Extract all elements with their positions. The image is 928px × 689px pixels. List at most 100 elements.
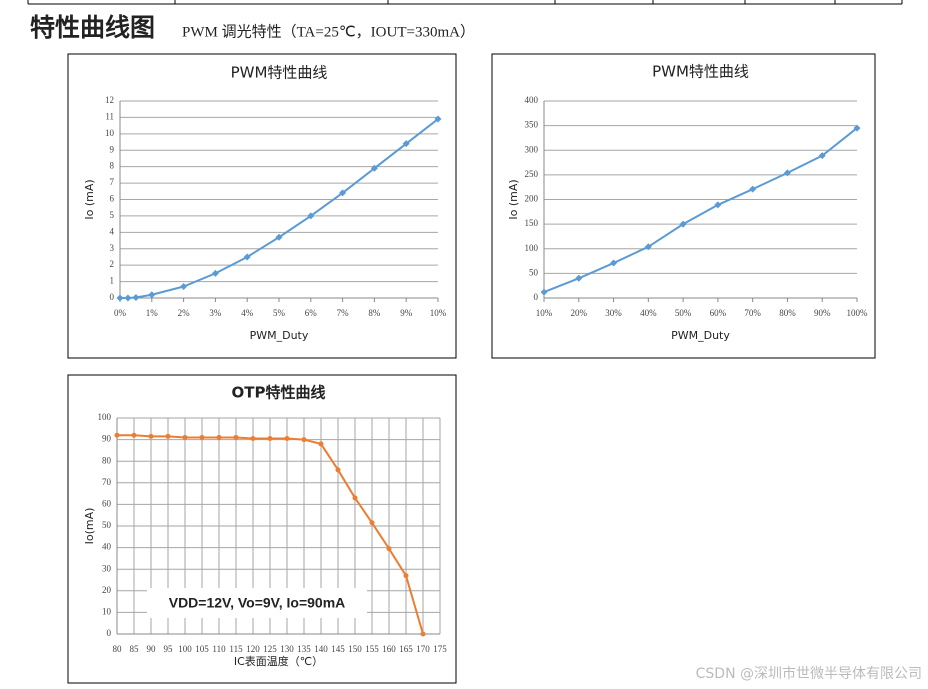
- data-point: [243, 253, 251, 261]
- y-tick-label: 3: [110, 243, 115, 253]
- x-tick-label: 20%: [571, 308, 588, 318]
- annotation-box: [147, 588, 367, 618]
- chart-title: PWM特性曲线: [652, 63, 749, 81]
- x-tick-label: 100: [178, 644, 192, 654]
- x-tick-label: 105: [195, 644, 209, 654]
- x-tick-label: 1%: [146, 308, 159, 318]
- data-point: [420, 631, 426, 637]
- x-tick-label: 85: [130, 644, 140, 654]
- y-tick-label: 100: [98, 412, 112, 422]
- x-tick-label: 90%: [814, 308, 831, 318]
- data-point: [148, 433, 154, 439]
- x-tick-label: 40%: [640, 308, 657, 318]
- data-point: [199, 434, 205, 440]
- x-tick-label: 110: [212, 644, 226, 654]
- y-tick-label: 10: [102, 606, 112, 616]
- y-tick-label: 20: [102, 585, 112, 595]
- data-point: [352, 495, 358, 501]
- x-tick-label: 130: [280, 644, 294, 654]
- chart-frame: [67, 374, 457, 684]
- x-tick-label: 80: [113, 644, 123, 654]
- data-point: [233, 434, 239, 440]
- data-point: [132, 294, 140, 302]
- x-tick-label: 160: [382, 644, 396, 654]
- data-point: [369, 520, 375, 526]
- x-tick-label: 70%: [744, 308, 761, 318]
- y-tick-label: 90: [102, 434, 112, 444]
- y-tick-label: 8: [110, 161, 115, 171]
- x-tick-label: 135: [297, 644, 311, 654]
- x-tick-label: 2%: [178, 308, 191, 318]
- data-point: [116, 294, 124, 302]
- y-tick-label: 6: [110, 194, 115, 204]
- x-tick-label: 3%: [209, 308, 222, 318]
- y-tick-label: 0: [107, 628, 112, 638]
- x-tick-label: 10%: [536, 308, 553, 318]
- x-tick-label: 100%: [847, 308, 869, 318]
- chart-title: PWM特性曲线: [231, 64, 328, 82]
- x-tick-label: 145: [331, 644, 345, 654]
- data-point: [131, 432, 137, 438]
- data-point: [165, 433, 171, 439]
- y-tick-label: 250: [525, 169, 539, 179]
- chart-frame: [491, 53, 876, 359]
- x-tick-label: 60%: [710, 308, 727, 318]
- x-tick-label: 140: [314, 644, 328, 654]
- x-tick-label: 4%: [241, 308, 254, 318]
- x-tick-label: 125: [263, 644, 277, 654]
- data-point: [114, 432, 120, 438]
- x-tick-label: 9%: [400, 308, 413, 318]
- x-tick-label: 155: [365, 644, 379, 654]
- y-tick-label: 400: [525, 95, 539, 105]
- data-point: [434, 115, 442, 123]
- data-point: [386, 546, 392, 552]
- data-point: [275, 233, 283, 241]
- data-point: [575, 274, 583, 282]
- x-axis-label: PWM_Duty: [250, 329, 309, 342]
- y-axis-label: Io(mA): [83, 508, 96, 545]
- data-point: [211, 269, 219, 277]
- y-tick-label: 70: [102, 477, 112, 487]
- x-tick-label: 7%: [337, 308, 350, 318]
- data-point: [267, 436, 273, 442]
- y-axis-label: Io (mA): [507, 179, 520, 219]
- y-tick-label: 300: [525, 144, 539, 154]
- x-tick-label: 120: [246, 644, 260, 654]
- y-tick-label: 100: [525, 243, 539, 253]
- data-point: [284, 436, 290, 442]
- y-tick-label: 1: [110, 276, 115, 286]
- x-tick-label: 5%: [273, 308, 286, 318]
- x-tick-label: 0%: [114, 308, 127, 318]
- x-tick-label: 6%: [305, 308, 318, 318]
- y-tick-label: 12: [105, 95, 114, 105]
- data-point: [318, 441, 324, 447]
- x-tick-label: 95: [164, 644, 174, 654]
- x-axis-label: IC表面温度（℃）: [234, 654, 323, 668]
- x-axis-label: PWM_Duty: [671, 329, 730, 342]
- y-tick-label: 0: [110, 292, 115, 302]
- x-tick-label: 165: [399, 644, 413, 654]
- data-point: [216, 434, 222, 440]
- data-point: [540, 288, 548, 296]
- y-tick-label: 150: [525, 218, 539, 228]
- y-tick-label: 4: [110, 226, 115, 236]
- data-point: [610, 259, 618, 267]
- data-point: [644, 243, 652, 251]
- data-point: [301, 437, 307, 443]
- top-table-edge: [27, 0, 903, 5]
- data-point: [250, 436, 256, 442]
- x-tick-label: 80%: [779, 308, 796, 318]
- annotation: VDD=12V, Vo=9V, Io=90mA: [169, 595, 346, 611]
- data-point: [335, 467, 341, 473]
- y-tick-label: 5: [110, 210, 115, 220]
- data-point: [783, 169, 791, 177]
- y-tick-label: 80: [102, 455, 112, 465]
- y-tick-label: 0: [534, 292, 539, 302]
- data-point: [749, 185, 757, 193]
- data-point: [307, 212, 315, 220]
- data-point: [148, 291, 156, 299]
- data-point: [180, 283, 188, 291]
- x-tick-label: 30%: [605, 308, 622, 318]
- y-axis-label: Io (mA): [83, 179, 96, 219]
